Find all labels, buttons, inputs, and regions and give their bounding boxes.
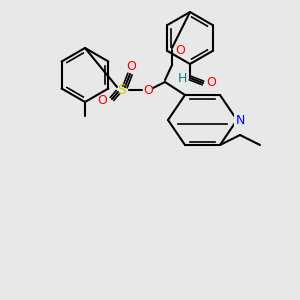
Text: O: O — [143, 83, 153, 97]
Text: O: O — [206, 76, 216, 89]
Text: S: S — [118, 83, 126, 97]
Text: H: H — [177, 71, 187, 85]
Text: O: O — [97, 94, 107, 106]
Text: O: O — [175, 44, 185, 56]
Text: O: O — [126, 59, 136, 73]
Text: N: N — [235, 113, 245, 127]
